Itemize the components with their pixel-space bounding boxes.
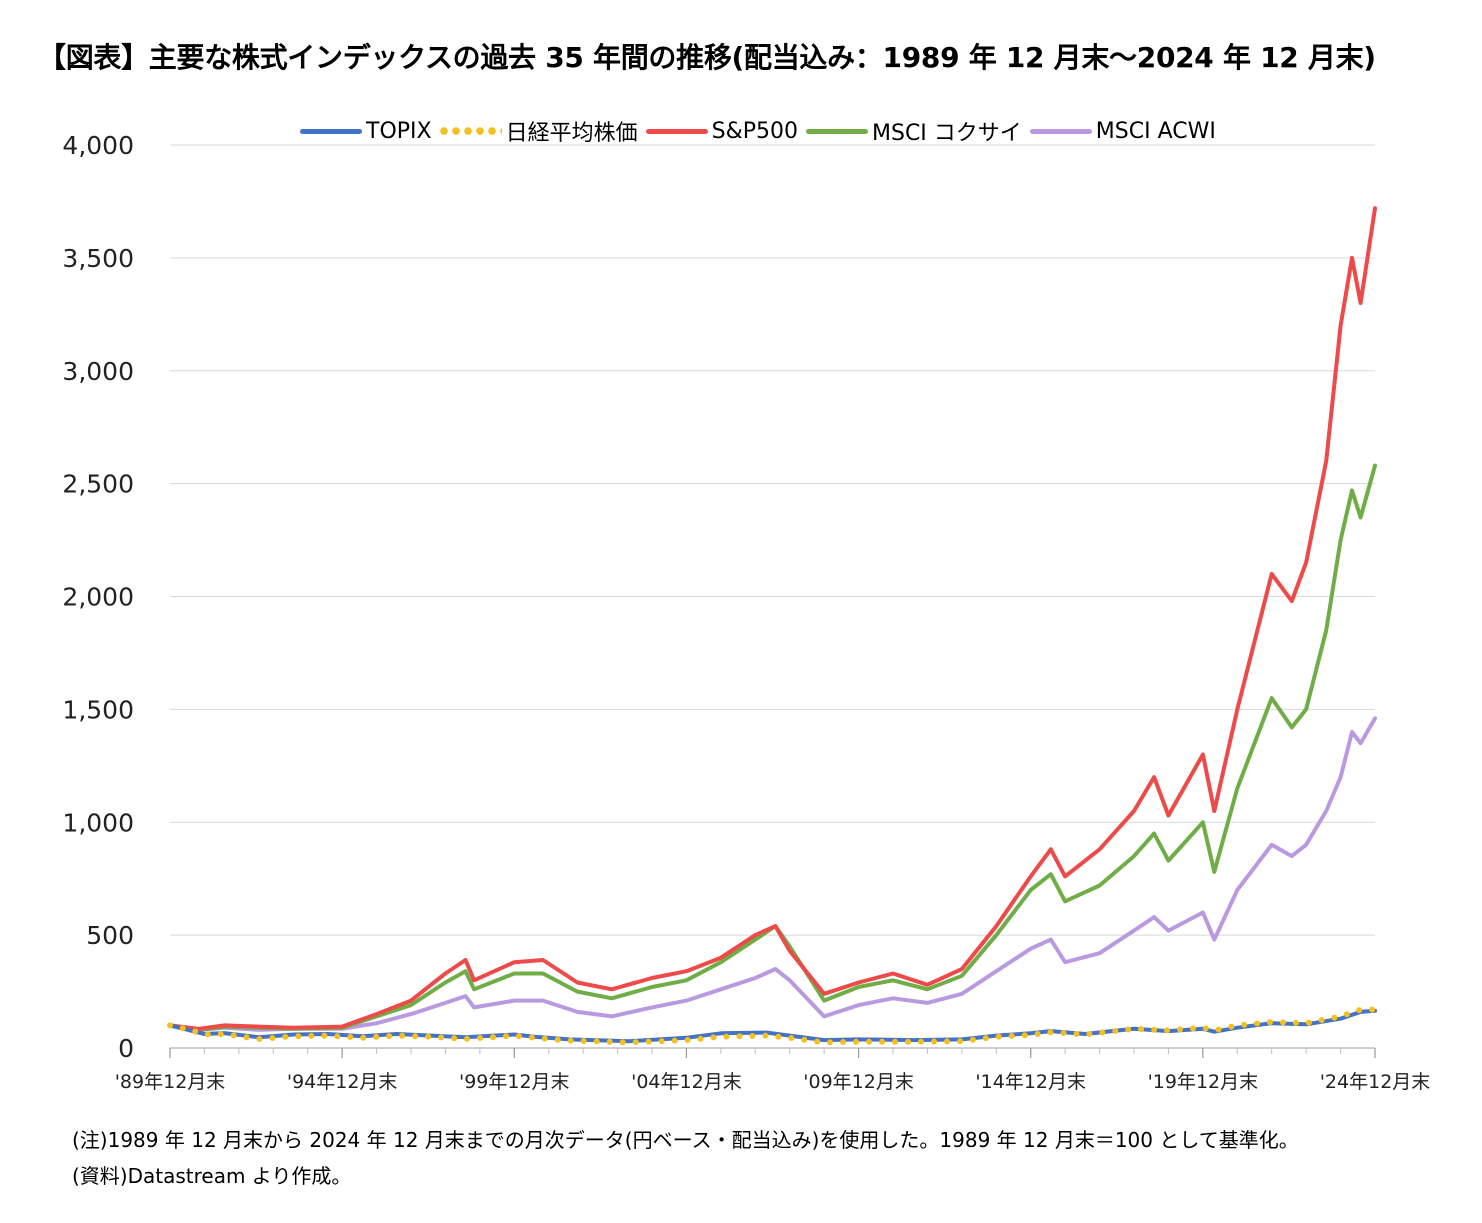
legend-item-sp500: S&P500 xyxy=(645,118,798,144)
legend-swatch-topix xyxy=(300,128,362,134)
line-chart: 0 500 1,000 1,500 2,000 2,500 3,000 3,500 4,000 '… xyxy=(62,131,1431,1093)
legend-label-acwi: MSCI ACWI xyxy=(1095,118,1216,144)
legend-item-acwi: MSCI ACWI xyxy=(1029,118,1216,144)
y-tick-label: 1,000 xyxy=(62,808,134,837)
chart-source: (資料)Datastream より作成。 xyxy=(72,1164,352,1188)
y-tick-label: 2,000 xyxy=(62,583,134,612)
series-line-1 xyxy=(167,1006,1378,1046)
x-tick-label: '89年12月末 xyxy=(115,1071,226,1093)
y-tick-label: 500 xyxy=(86,921,134,950)
y-tick-label: 2,500 xyxy=(62,470,134,499)
chart-legend: TOPIX 日経平均株価 S&P500 MSCI コクサイ MSCI ACWI xyxy=(300,116,1224,146)
legend-swatch-acwi xyxy=(1029,128,1092,134)
chart-note: (注)1989 年 12 月末から 2024 年 12 月末までの月次データ(円… xyxy=(72,1128,1299,1152)
legend-label-sp500: S&P500 xyxy=(711,118,798,144)
legend-item-nikkei: 日経平均株価 xyxy=(439,115,638,147)
legend-swatch-kokusai xyxy=(806,128,868,134)
x-tick-label: '19年12月末 xyxy=(1148,1071,1259,1093)
x-tick-label: '04年12月末 xyxy=(631,1071,742,1093)
x-tick-label: '09年12月末 xyxy=(803,1071,914,1093)
y-tick-label: 1,500 xyxy=(62,695,134,724)
x-tick-label: '14年12月末 xyxy=(975,1071,1086,1093)
legend-swatch-nikkei xyxy=(439,127,502,135)
y-tick-label: 4,000 xyxy=(62,131,134,160)
series-line-2 xyxy=(168,206,1377,1031)
legend-label-topix: TOPIX xyxy=(366,118,432,144)
series-line-3 xyxy=(168,463,1377,1032)
x-tick-label: '99年12月末 xyxy=(459,1071,570,1093)
legend-swatch-sp500 xyxy=(645,128,708,134)
x-tick-label: '94年12月末 xyxy=(287,1071,398,1093)
x-tick-label: '24年12月末 xyxy=(1320,1071,1431,1093)
legend-label-kokusai: MSCI コクサイ xyxy=(872,121,1022,146)
legend-label-nikkei: 日経平均株価 xyxy=(505,121,638,146)
legend-item-kokusai: MSCI コクサイ xyxy=(806,115,1022,147)
y-tick-label: 3,000 xyxy=(62,357,134,386)
series-line-4 xyxy=(168,716,1377,1032)
legend-item-topix: TOPIX xyxy=(300,119,432,144)
y-tick-label: 0 xyxy=(118,1034,134,1063)
y-tick-label: 3,500 xyxy=(62,244,134,273)
chart-title: 【図表】主要な株式インデックスの過去 35 年間の推移(配当込み：1989 年 … xyxy=(38,41,1376,74)
